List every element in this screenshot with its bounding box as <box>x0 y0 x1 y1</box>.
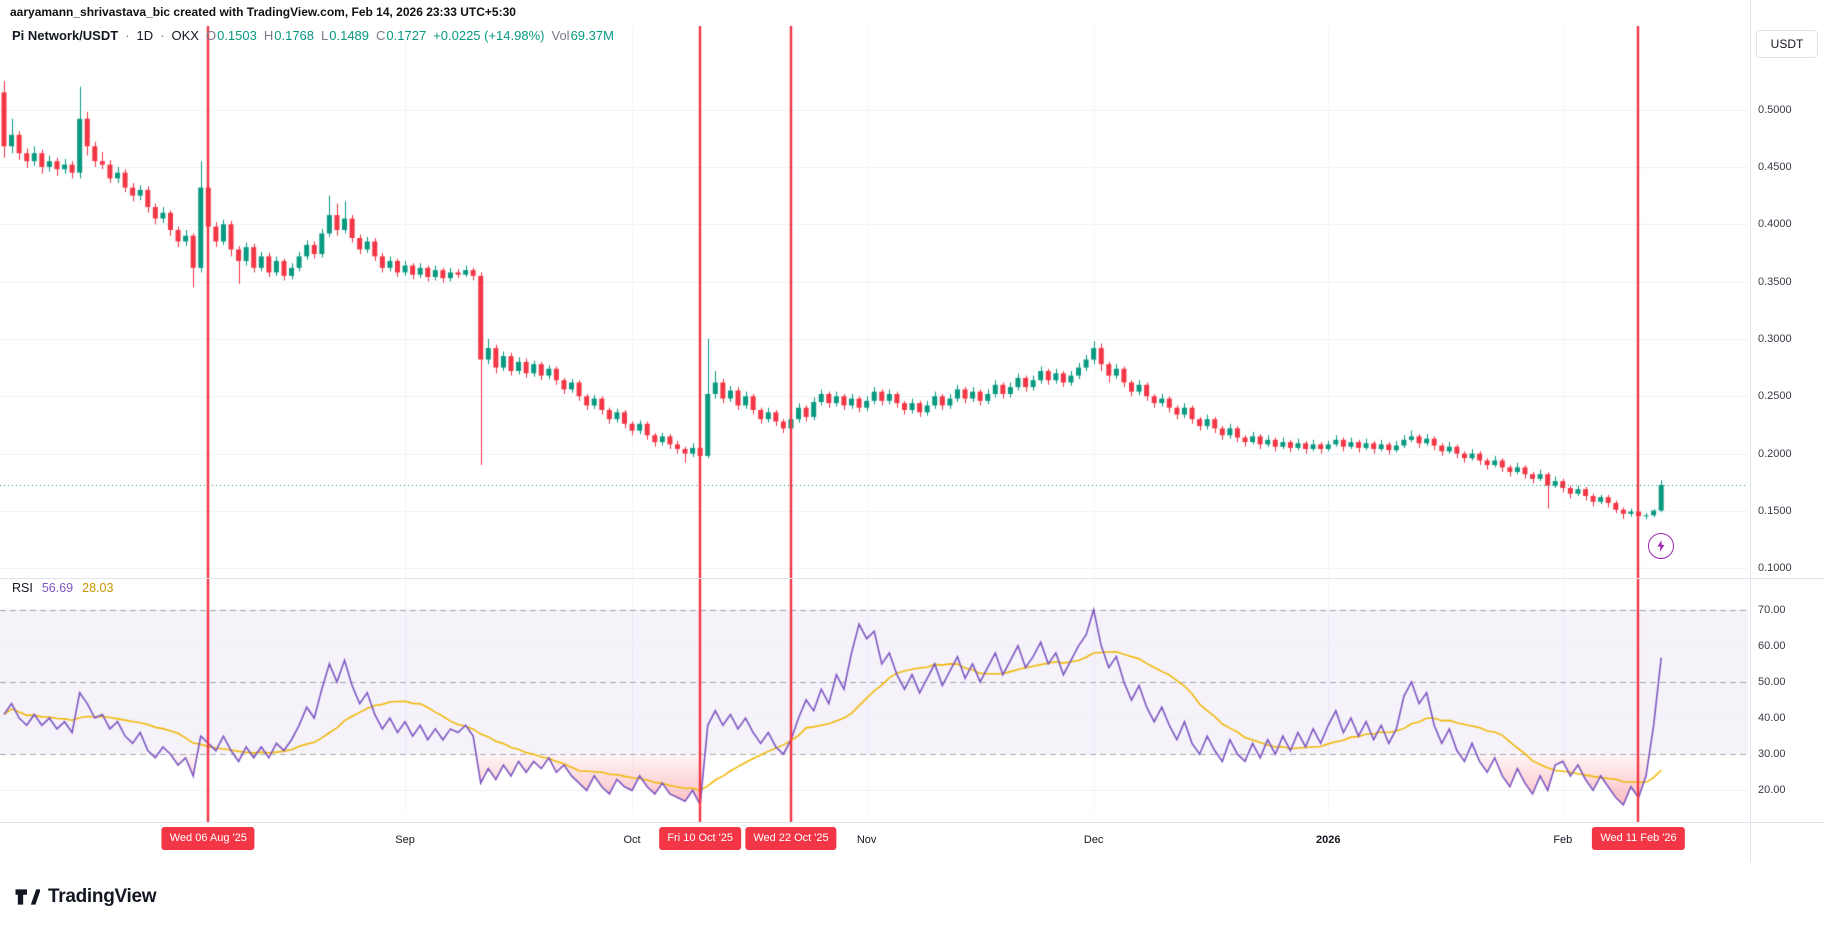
volume-label: Vol <box>551 28 570 43</box>
price-tick-label: 0.1500 <box>1758 504 1792 517</box>
attribution-text: aaryamann_shrivastava_bic created with T… <box>10 5 516 19</box>
price-tick-label: 0.3000 <box>1758 332 1792 345</box>
time-axis-label: Dec <box>1083 834 1104 846</box>
price-scale-border <box>1750 0 1751 862</box>
pane-separator[interactable] <box>0 578 1825 579</box>
open-label: O <box>205 28 217 43</box>
price-tick-label: 0.3500 <box>1758 275 1792 288</box>
low-value: 0.1489 <box>329 28 370 43</box>
low-label: L <box>321 28 329 43</box>
high-value: 0.1768 <box>274 28 315 43</box>
rsi-ma-current-value: 28.03 <box>82 581 114 595</box>
change-value: +0.0225 (+14.98%) <box>433 28 545 43</box>
marker-date-badge[interactable]: Wed 22 Oct '25 <box>745 827 837 850</box>
symbol-title: Pi Network/USDT <box>12 28 119 43</box>
rsi-tick-label: 60.00 <box>1758 639 1786 652</box>
price-tick-label: 0.4000 <box>1758 218 1792 231</box>
price-tick-label: 0.4500 <box>1758 160 1792 173</box>
time-axis-label: Feb <box>1553 834 1573 846</box>
price-tick-label: 0.2500 <box>1758 390 1792 403</box>
price-tick-label: 0.5000 <box>1758 103 1792 116</box>
close-value: 0.1727 <box>386 28 427 43</box>
close-label: C <box>376 28 386 43</box>
marker-date-badge[interactable]: Wed 06 Aug '25 <box>161 827 255 850</box>
time-axis-border <box>0 822 1825 823</box>
price-tick-label: 0.2000 <box>1758 447 1792 460</box>
exchange-label: OKX <box>171 28 199 43</box>
volume-pair: Vol 69.37M <box>551 28 613 43</box>
high-label: H <box>263 28 274 43</box>
lightning-icon <box>1654 539 1668 553</box>
instant-trading-button[interactable] <box>1648 533 1674 559</box>
rsi-current-value: 56.69 <box>41 581 74 595</box>
legend-separator: · <box>125 28 130 43</box>
rsi-label: RSI <box>12 581 33 595</box>
time-axis-label: Sep <box>395 834 415 846</box>
price-tick-label: 0.1000 <box>1758 562 1792 575</box>
tradingview-logo[interactable]: TradingView <box>14 884 157 910</box>
symbol-legend[interactable]: Pi Network/USDT · 1D · OKX O 0.1503 H 0.17… <box>12 28 614 43</box>
marker-date-badge[interactable]: Wed 11 Feb '26 <box>1592 827 1685 850</box>
rsi-tick-label: 30.00 <box>1758 748 1786 761</box>
price-scale[interactable]: 0.1727 05:56:30 56.69 28.03 0.50000.4500… <box>1750 0 1825 862</box>
rsi-tick-label: 20.00 <box>1758 784 1786 797</box>
time-axis-label: Oct <box>623 834 641 846</box>
ohlc-low: L 0.1489 <box>321 28 369 43</box>
rsi-tick-label: 50.00 <box>1758 675 1786 688</box>
ohlc-high: H 0.1768 <box>264 28 314 43</box>
rsi-legend[interactable]: RSI 56.69 28.03 <box>12 581 113 595</box>
volume-value: 69.37M <box>570 28 614 43</box>
open-value: 0.1503 <box>217 28 257 43</box>
legend-separator: · <box>160 28 165 43</box>
ohlc-open: O 0.1503 <box>206 28 257 43</box>
tradingview-logo-icon <box>14 884 40 910</box>
interval-label: 1D <box>136 28 154 43</box>
time-axis-label: Nov <box>856 834 877 846</box>
tradingview-wordmark: TradingView <box>48 886 157 907</box>
currency-toggle-button[interactable]: USDT <box>1756 30 1818 58</box>
rsi-tick-label: 40.00 <box>1758 712 1786 725</box>
time-axis-label: 2026 <box>1315 834 1341 846</box>
rsi-tick-label: 70.00 <box>1758 603 1786 616</box>
chart-canvas[interactable] <box>0 0 1750 825</box>
marker-date-badge[interactable]: Fri 10 Oct '25 <box>659 827 742 850</box>
ohlc-close: C 0.1727 <box>376 28 426 43</box>
time-axis[interactable]: Sep Oct Nov Dec 2026 Feb Wed 06 Aug '25 Fri 10 … <box>0 823 1825 863</box>
